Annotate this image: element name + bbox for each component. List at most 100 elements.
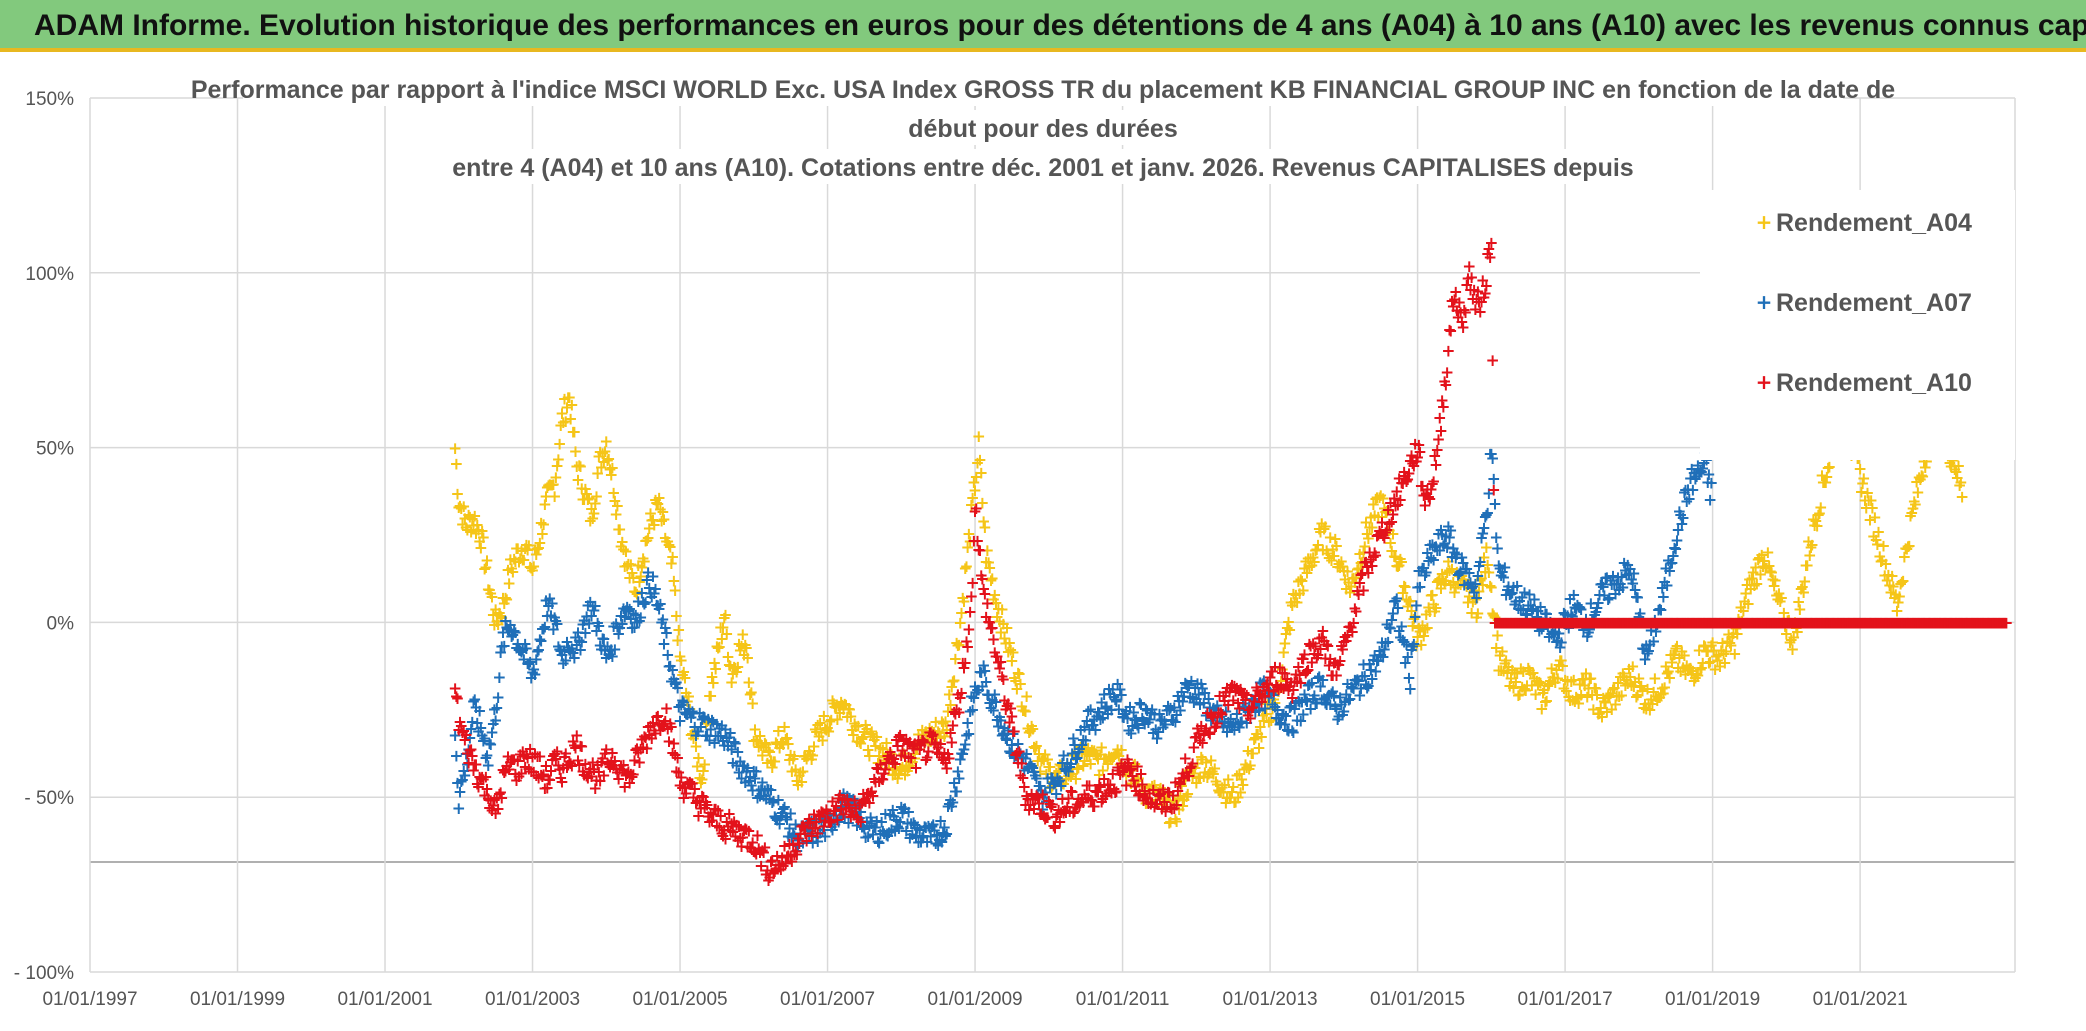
y-tick-label: - 100% (14, 963, 74, 984)
x-tick-label: 01/01/2019 (1665, 989, 1760, 1010)
data-point: + (540, 478, 554, 498)
data-point: + (1349, 602, 1363, 622)
data-point: + (501, 561, 515, 581)
data-point: + (534, 513, 548, 533)
data-point: + (487, 616, 501, 636)
data-point: + (497, 594, 511, 614)
data-point: + (529, 545, 543, 565)
data-point: + (541, 476, 555, 496)
data-point: + (1444, 521, 1458, 541)
data-point: + (588, 494, 602, 514)
data-point: + (600, 451, 614, 471)
data-point: + (627, 582, 641, 602)
data-point: + (533, 533, 547, 553)
data-point: + (582, 489, 596, 509)
y-tick-label: 150% (25, 89, 74, 110)
data-point: + (1955, 488, 1969, 508)
data-point: + (1485, 449, 1499, 469)
data-point: + (940, 825, 954, 845)
data-point: + (549, 468, 563, 488)
data-point: + (458, 509, 472, 529)
data-point: + (464, 523, 478, 543)
data-point: + (538, 495, 552, 515)
data-point: + (552, 435, 566, 455)
data-point: + (562, 388, 576, 408)
data-point: + (974, 463, 988, 483)
data-point: + (621, 554, 635, 574)
data-point: + (519, 536, 533, 556)
data-point: + (1407, 635, 1421, 655)
data-point: + (599, 432, 613, 452)
legend-label: Rendement_A10 (1776, 369, 1972, 397)
data-point: + (961, 638, 975, 658)
data-point: + (506, 563, 520, 583)
data-point: + (514, 541, 528, 561)
data-point: + (952, 769, 966, 789)
data-point: + (490, 612, 504, 632)
data-point: + (672, 621, 686, 641)
data-point: + (469, 524, 483, 544)
data-point: + (475, 521, 489, 541)
data-point: + (518, 539, 532, 559)
data-point: + (452, 498, 466, 518)
data-point: + (575, 479, 589, 499)
data-point: + (1498, 558, 1512, 578)
data-point: + (1469, 589, 1483, 609)
data-point: + (509, 539, 523, 559)
data-point: + (616, 540, 630, 560)
data-point: + (586, 509, 600, 529)
legend: + Rendement_A04+ Rendement_A07+ Rendement_A… (1700, 190, 2015, 460)
data-point: + (1356, 581, 1370, 601)
data-point: + (465, 510, 479, 530)
data-point: + (523, 558, 537, 578)
data-point: + (572, 456, 586, 476)
axes: 150% 100% 50% 0% - 50% - 100% 01/01/1997 01/01/… (14, 89, 1908, 1010)
data-point: + (607, 484, 621, 504)
data-point: + (468, 507, 482, 527)
data-point: + (496, 588, 510, 608)
data-point: + (1805, 536, 1819, 556)
data-point: + (1473, 552, 1487, 572)
data-point: + (592, 447, 606, 467)
data-point: + (659, 624, 673, 644)
data-point: + (620, 556, 634, 576)
y-tick-label: - 50% (24, 788, 74, 809)
data-point: + (493, 606, 507, 626)
data-point: + (544, 475, 558, 495)
data-point: + (587, 504, 601, 524)
data-point: + (597, 452, 611, 472)
x-tick-label: 01/01/2021 (1813, 989, 1908, 1010)
data-point: + (513, 549, 527, 569)
chart-title-line: Performance par rapport à l'indice MSCI … (191, 76, 1895, 104)
data-point: + (584, 499, 598, 519)
data-point: + (1296, 581, 1310, 601)
data-point: + (608, 492, 622, 512)
data-point: + (962, 724, 976, 744)
data-point: + (630, 584, 644, 604)
data-point: + (697, 755, 711, 775)
data-point: + (615, 532, 629, 552)
data-point: + (528, 540, 542, 560)
data-point: + (1391, 599, 1405, 619)
data-point: + (460, 520, 474, 540)
x-tick-label: 01/01/2015 (1370, 989, 1465, 1010)
data-point: + (550, 457, 564, 477)
data-point: + (505, 559, 519, 579)
data-point: + (564, 409, 578, 429)
data-point: + (507, 549, 521, 569)
data-point: + (545, 475, 559, 495)
data-point: + (474, 539, 488, 559)
data-point: + (567, 422, 581, 442)
data-point: + (1434, 422, 1448, 442)
data-point: + (576, 490, 590, 510)
data-point: + (631, 556, 645, 576)
data-point: + (623, 568, 637, 588)
data-point: + (476, 528, 490, 548)
data-point: + (1020, 687, 1034, 707)
data-point: + (614, 537, 628, 557)
data-point: + (548, 487, 562, 507)
data-point: + (530, 539, 544, 559)
data-point: + (625, 564, 639, 584)
data-point: + (486, 606, 500, 626)
y-tick-label: 50% (36, 439, 74, 460)
